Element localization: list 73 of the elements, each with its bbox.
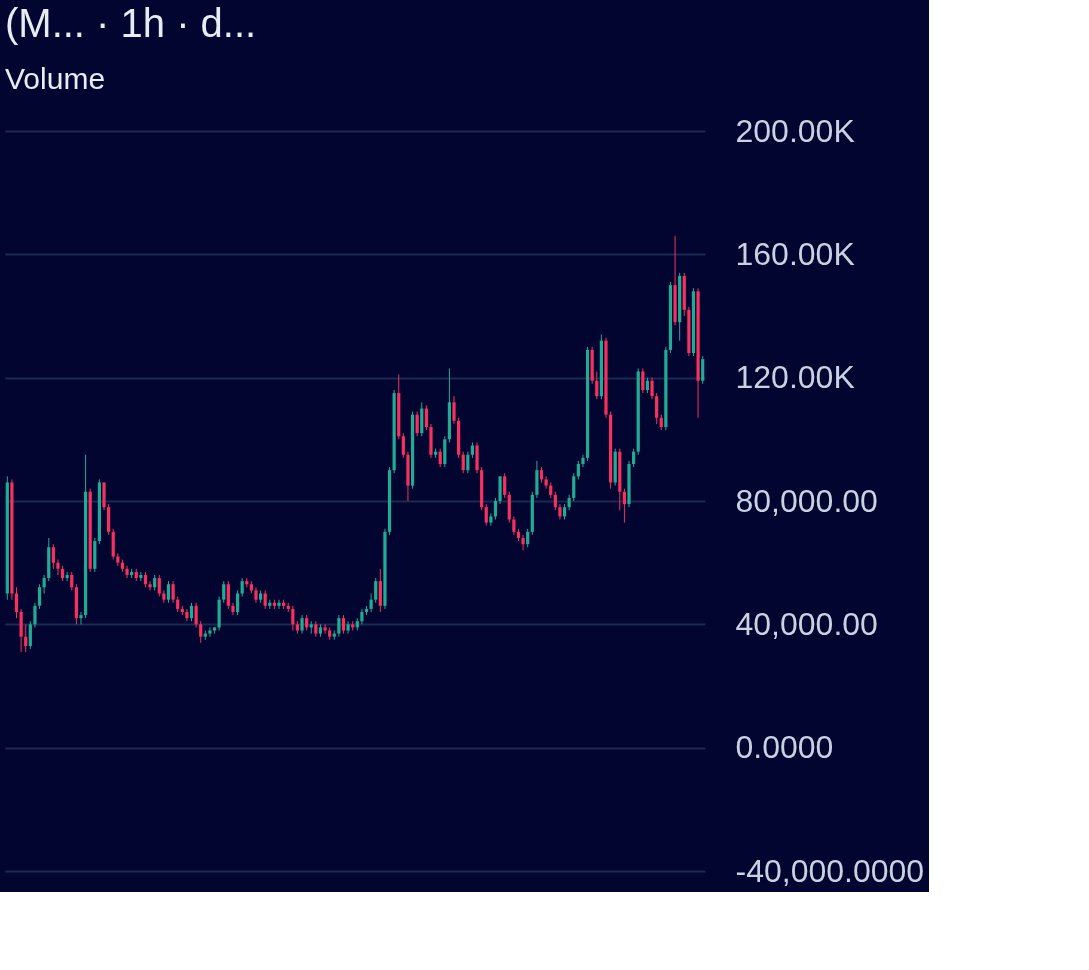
candlestick: [553, 491, 557, 511]
candlestick: [558, 503, 562, 520]
candlestick: [452, 395, 456, 425]
candlestick: [337, 614, 341, 638]
candlestick: [189, 602, 194, 622]
candlestick: [466, 451, 470, 474]
candlestick: [655, 392, 659, 425]
candlestick: [300, 614, 304, 635]
candlestick: [701, 355, 705, 385]
candlestick: [277, 599, 281, 610]
candlestick: [56, 559, 60, 576]
chart-title: (M... · 1h · d...: [5, 1, 257, 45]
candlestick: [37, 583, 42, 610]
candlestick: [79, 611, 83, 625]
candlestick: [24, 623, 28, 653]
candlestick: [166, 580, 171, 604]
candlestick: [157, 574, 161, 598]
candlestick: [650, 377, 654, 400]
y-tick-label: 160.00K: [735, 235, 855, 272]
candlestick: [401, 432, 405, 459]
candlestick: [641, 367, 645, 394]
candlestick: [503, 472, 507, 499]
candlestick: [33, 602, 37, 628]
candlestick: [148, 580, 152, 591]
candlestick: [526, 528, 530, 548]
y-tick-label: 200.00K: [735, 112, 855, 149]
candlestick: [14, 586, 19, 619]
candlestick: [263, 589, 267, 610]
candlestick: [461, 451, 465, 474]
candlestick: [235, 589, 240, 616]
candlestick: [581, 454, 585, 468]
y-tick-label: 120.00K: [735, 359, 855, 396]
candlestick: [240, 577, 244, 598]
candlestick: [171, 580, 175, 604]
candlestick: [231, 602, 235, 616]
candlestick: [595, 371, 599, 400]
candlestick: [438, 448, 442, 468]
candlestick: [369, 593, 373, 613]
y-tick-label: 80,000.00: [735, 482, 878, 519]
candlestick: [199, 620, 203, 644]
candlestick: [544, 475, 548, 490]
candlestick: [28, 620, 32, 650]
candlestick: [512, 515, 516, 536]
candlestick: [291, 605, 295, 631]
candlestick: [374, 577, 378, 604]
candlestick: [521, 534, 525, 551]
y-tick-label: -40,000.0000: [735, 852, 925, 889]
candlestick: [622, 488, 627, 524]
candlestick: [424, 404, 428, 431]
candlestick: [185, 608, 189, 622]
candlestick: [489, 512, 493, 527]
candlestick: [323, 623, 327, 635]
chart-subtitle: Volume: [5, 62, 106, 95]
candlestick: [139, 571, 143, 582]
candlestick: [162, 589, 166, 604]
candlestick: [125, 565, 129, 579]
candlestick: [484, 503, 488, 527]
candlestick: [226, 580, 230, 610]
candlestick: [208, 626, 212, 638]
candlestick: [194, 602, 198, 628]
candlestick: [346, 620, 350, 635]
candlestick: [632, 448, 636, 468]
candlestick: [42, 574, 46, 594]
candlestick: [415, 411, 419, 437]
candlestick: [493, 497, 498, 520]
y-tick-label: 40,000.00: [735, 605, 878, 642]
candlestick: [576, 460, 580, 480]
candlestick: [572, 472, 576, 502]
y-tick-label: 0.0000: [735, 729, 834, 766]
candlestick: [222, 580, 226, 604]
candlestick: [341, 614, 346, 635]
candlestick: [51, 543, 55, 570]
candlestick: [70, 571, 74, 591]
